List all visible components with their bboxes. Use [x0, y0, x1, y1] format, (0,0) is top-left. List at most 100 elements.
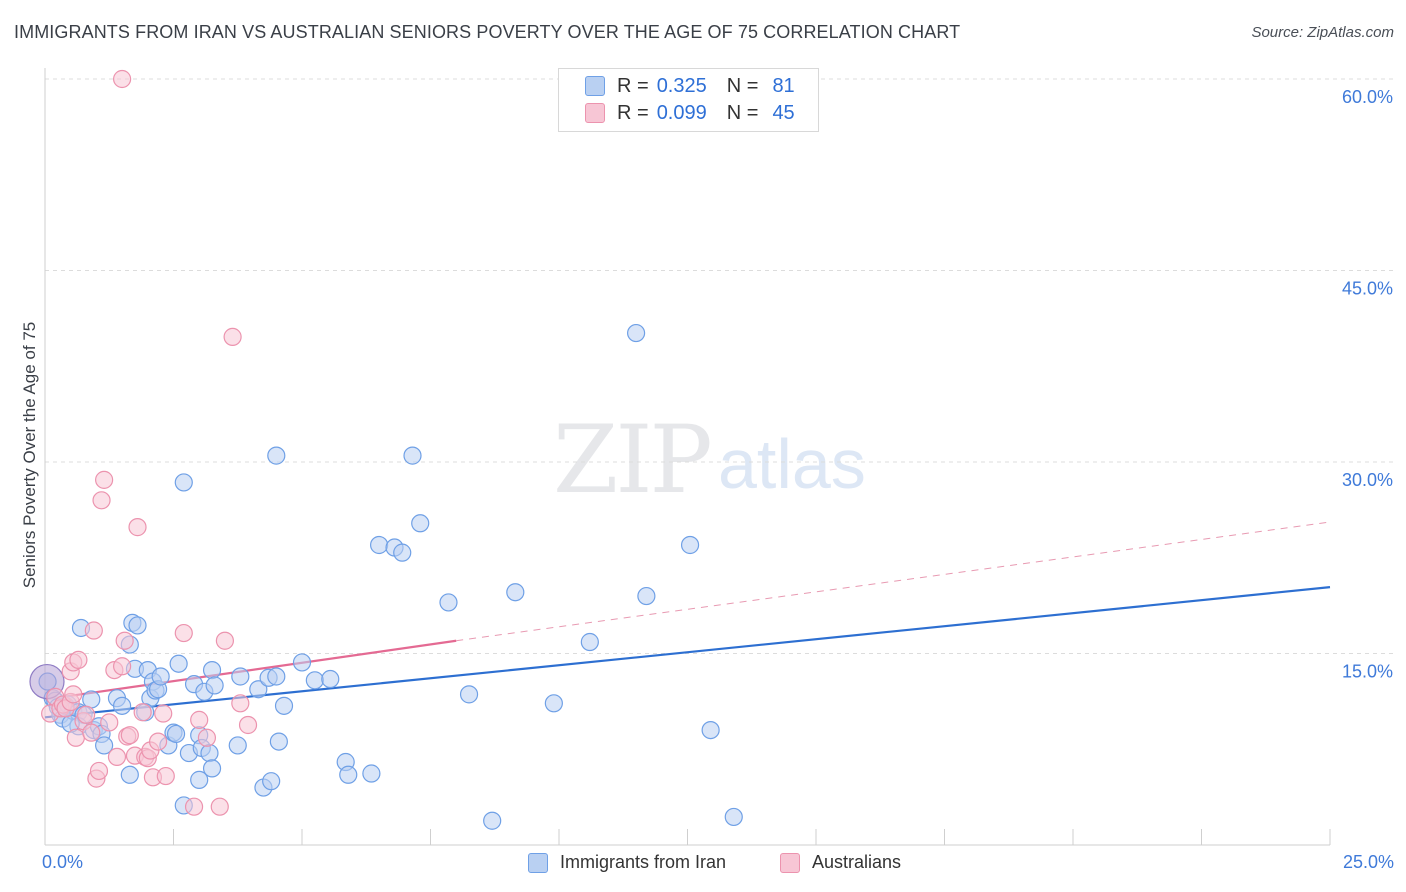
data-point-immigrants-from-iran: [370, 535, 389, 555]
trend-line-australians-extension: [456, 521, 1331, 642]
data-point-australians: [154, 704, 173, 723]
data-point-australians: [174, 623, 193, 643]
y-tick-labels: 15.0% 30.0% 45.0% 60.0%: [1342, 87, 1393, 682]
legend-r-label: R =: [617, 101, 649, 124]
x-tick-label-max: 25.0%: [1342, 852, 1394, 872]
data-point-immigrants-from-iran: [202, 759, 222, 778]
legend-row-australians: R = 0.099 N = 45: [585, 100, 795, 126]
watermark-atlas: atlas: [718, 425, 866, 503]
data-point-immigrants-from-iran: [724, 807, 743, 827]
data-point-australians: [89, 761, 109, 781]
legend: R = 0.325 N = 81 R = 0.099 N = 45: [558, 68, 819, 132]
series-legend-swatch-iran: [528, 852, 548, 873]
data-point-australians: [190, 710, 209, 729]
legend-n-label: N =: [726, 101, 759, 124]
y-tick-label: 60.0%: [1342, 87, 1393, 107]
data-point-immigrants-from-iran: [267, 446, 286, 465]
legend-n-value: 81: [772, 74, 795, 97]
data-point-australians: [133, 703, 152, 722]
data-point-immigrants-from-iran: [362, 764, 381, 783]
data-point-immigrants-from-iran: [544, 694, 563, 713]
data-point-immigrants-from-iran: [200, 743, 219, 763]
data-point-immigrants-from-iran: [228, 736, 247, 755]
data-point-australians: [112, 69, 132, 89]
series-legend: Immigrants from Iran Australians: [0, 852, 1406, 878]
data-point-immigrants-from-iran: [701, 720, 720, 740]
data-point-immigrants-from-iran: [459, 685, 479, 704]
y-tick-label: 15.0%: [1342, 662, 1393, 682]
legend-n-label: N =: [726, 74, 759, 97]
chart-source: Source: ZipAtlas.com: [1251, 24, 1394, 41]
data-point-immigrants-from-iran: [112, 696, 132, 715]
legend-r-value: 0.325: [656, 74, 707, 97]
data-point-immigrants-from-iran: [95, 736, 114, 755]
data-point-immigrants-from-iran: [169, 654, 188, 673]
data-point-immigrants-from-iran: [174, 473, 193, 492]
data-point-australians: [95, 470, 114, 489]
data-point-immigrants-from-iran: [403, 446, 422, 465]
data-point-immigrants-from-iran: [231, 667, 250, 686]
data-point-immigrants-from-iran: [262, 772, 281, 791]
data-point-immigrants-from-iran: [439, 593, 458, 612]
data-point-australians: [112, 657, 132, 676]
x-tick-label-min: 0.0%: [42, 852, 84, 872]
series-legend-iran: Immigrants from Iran: [528, 852, 726, 873]
data-point-australians: [197, 728, 217, 747]
data-point-immigrants-from-iran: [637, 586, 656, 606]
data-point-australians: [77, 705, 96, 724]
data-point-australians: [115, 631, 134, 650]
data-point-australians: [66, 728, 85, 747]
legend-row-iran: R = 0.325 N = 81: [585, 73, 795, 99]
data-point-immigrants-from-iran: [120, 765, 139, 784]
data-point-australians: [156, 766, 175, 786]
data-point-australians: [107, 747, 127, 767]
series-legend-swatch-australians: [780, 852, 800, 873]
data-point-immigrants-from-iran: [680, 535, 700, 555]
data-point-australians: [64, 685, 83, 704]
data-point-immigrants-from-iran: [411, 514, 430, 533]
data-point-immigrants-from-iran: [190, 770, 209, 789]
data-point-immigrants-from-iran: [393, 543, 412, 562]
chart-title: IMMIGRANTS FROM IRAN VS AUSTRALIAN SENIO…: [14, 22, 961, 42]
legend-n-value: 45: [772, 101, 795, 124]
data-point-australians: [82, 723, 101, 742]
data-point-immigrants-from-iran: [205, 676, 224, 695]
legend-r-label: R =: [617, 74, 649, 97]
data-point-immigrants-from-iran: [151, 667, 170, 686]
data-point-australians: [84, 621, 103, 640]
data-point-immigrants-from-iran: [321, 669, 340, 689]
data-point-australians: [215, 631, 234, 650]
points-australians: [41, 69, 258, 816]
data-point-australians: [231, 694, 250, 713]
y-tick-label: 45.0%: [1342, 279, 1393, 299]
data-point-australians: [148, 732, 168, 751]
data-point-australians: [92, 491, 111, 510]
data-point-australians: [238, 715, 258, 735]
data-point-immigrants-from-iran: [128, 616, 147, 635]
data-point-immigrants-from-iran: [580, 632, 599, 652]
data-point-immigrants-from-iran: [166, 724, 186, 744]
watermark-zip: ZIP: [553, 406, 710, 515]
data-point-immigrants-from-iran: [339, 765, 358, 784]
data-point-immigrants-from-iran: [267, 667, 286, 686]
data-point-australians: [120, 726, 139, 745]
data-point-australians: [210, 797, 229, 816]
watermark: ZIP atlas: [553, 406, 866, 515]
data-point-australians: [69, 650, 88, 669]
legend-r-value: 0.099: [656, 101, 707, 124]
data-point-australians: [184, 797, 204, 816]
data-point-immigrants-from-iran: [249, 680, 268, 699]
data-point-immigrants-from-iran: [506, 583, 525, 602]
y-tick-label: 30.0%: [1342, 470, 1393, 490]
series-legend-label-iran: Immigrants from Iran: [560, 852, 727, 872]
legend-swatch-australians: [585, 103, 605, 123]
gridlines: [45, 78, 1393, 654]
trend-line-australians: [44, 639, 457, 701]
data-point-immigrants-from-iran: [626, 323, 646, 343]
data-point-immigrants-from-iran: [202, 660, 222, 680]
data-point-immigrants-from-iran: [274, 696, 294, 715]
data-point-immigrants-from-iran: [292, 653, 312, 672]
data-point-australians: [100, 713, 119, 732]
data-point-australians: [128, 518, 147, 537]
series-legend-australians: Australians: [780, 852, 901, 873]
